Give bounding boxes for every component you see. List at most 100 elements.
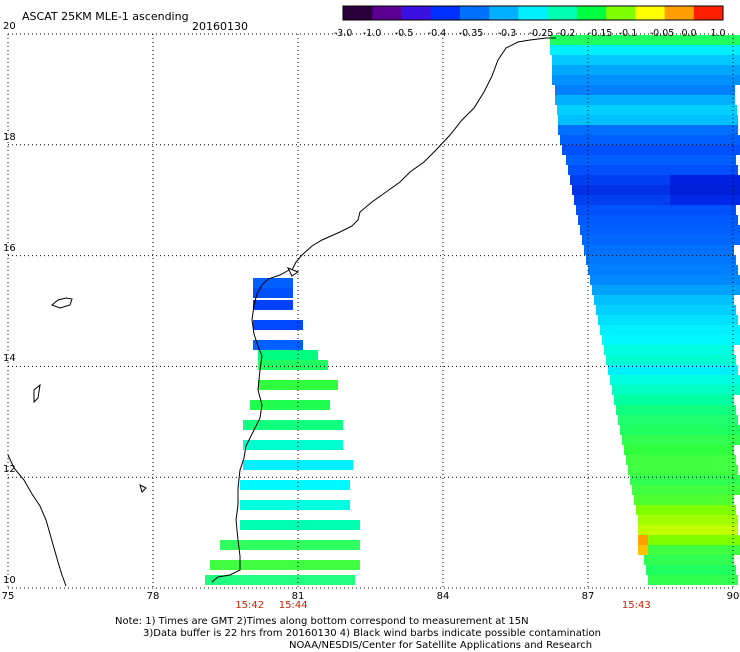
swath-cell	[670, 275, 680, 285]
swath-cell	[323, 460, 333, 470]
swath-cell	[576, 155, 586, 165]
swath-cell	[682, 75, 692, 85]
swath-cell	[688, 125, 698, 135]
swath-cell	[700, 535, 710, 545]
swath-cell	[668, 515, 678, 525]
swath-cell	[696, 205, 706, 215]
swath-cell	[293, 420, 303, 430]
swath-cell	[674, 345, 684, 355]
swath-cell	[330, 520, 340, 530]
swath-cell	[263, 278, 273, 288]
swath-cell	[680, 275, 690, 285]
swath-cell	[684, 245, 694, 255]
swath-cell	[578, 125, 588, 135]
swath-cell	[205, 575, 215, 585]
swath-cell	[714, 345, 724, 355]
swath-cell	[310, 400, 320, 410]
swath-cell	[670, 35, 680, 45]
swath-cell	[585, 85, 595, 95]
swath-cell	[670, 135, 680, 145]
colorbar-segment	[547, 6, 578, 20]
swath-cell	[570, 175, 580, 185]
swath-cell	[630, 35, 640, 45]
swath-cell	[632, 75, 642, 85]
swath-cell	[712, 335, 722, 345]
swath-cell	[682, 65, 692, 75]
swath-cell	[313, 440, 323, 450]
swath-cell	[220, 540, 230, 550]
swath-cell	[273, 288, 283, 298]
swath-cell	[656, 355, 666, 365]
swath-cell	[625, 95, 635, 105]
swath-cell	[636, 505, 646, 515]
swath-cell	[572, 145, 582, 155]
swath-cell	[716, 455, 726, 465]
swath-cell	[268, 360, 278, 370]
swath-cell	[260, 400, 270, 410]
longitude-label: 84	[436, 591, 450, 602]
swath-cell	[698, 115, 708, 125]
swath-cell	[648, 415, 658, 425]
swath-cell	[293, 320, 303, 330]
swath-cell	[630, 135, 640, 145]
note-line-2: 3)Data buffer is 22 hrs from 20160130 4)…	[143, 628, 601, 639]
swath-cell	[628, 465, 638, 475]
swath-cell	[652, 65, 662, 75]
swath-cell	[300, 500, 310, 510]
swath-cell	[600, 325, 610, 335]
swath-cell	[598, 315, 608, 325]
swath-cell	[648, 265, 658, 275]
swath-cell	[722, 145, 732, 155]
swath-cell	[710, 185, 720, 195]
swath-cell	[343, 460, 353, 470]
swath-cell	[706, 455, 716, 465]
swath-cell	[283, 300, 293, 310]
swath-cell	[560, 35, 570, 45]
swath-cell	[278, 350, 288, 360]
swath-cell	[610, 135, 620, 145]
swath-cell	[300, 480, 310, 490]
swath-cell	[702, 335, 712, 345]
india-west-coast	[7, 454, 67, 587]
swath-cell	[666, 455, 676, 465]
swath-cell	[655, 85, 665, 95]
colorbar-tick-label: -3.0	[333, 28, 353, 39]
swath-cell	[308, 350, 318, 360]
swath-cell	[606, 255, 616, 265]
swath-cell	[628, 365, 638, 375]
swath-cell	[320, 540, 330, 550]
swath-cell	[610, 325, 620, 335]
swath-cell	[678, 265, 688, 275]
colorbar-segment	[518, 6, 549, 20]
swath-cell	[610, 175, 620, 185]
swath-cell	[230, 560, 240, 570]
swath-cell	[688, 415, 698, 425]
note-line-1: Note: 1) Times are GMT 2)Times along bot…	[115, 616, 529, 627]
swath-cell	[660, 425, 670, 435]
swath-cell	[660, 135, 670, 145]
swath-cell	[662, 285, 672, 295]
swath-cell	[700, 45, 710, 55]
swath-cell	[682, 385, 692, 395]
swath-cell	[300, 560, 310, 570]
swath-cell	[654, 555, 664, 565]
swath-cell	[300, 540, 310, 550]
swath-cell	[730, 185, 740, 195]
swath-cell	[258, 360, 268, 370]
swath-cell	[730, 275, 740, 285]
swath-cell	[720, 375, 730, 385]
swath-cell	[668, 115, 678, 125]
swath-cell	[732, 75, 740, 85]
swath-cell	[626, 155, 636, 165]
swath-cell	[666, 405, 676, 415]
swath-cell	[694, 345, 704, 355]
swath-cell	[616, 205, 626, 215]
swath-cell	[654, 495, 664, 505]
swath-cell	[565, 95, 575, 105]
swath-cell	[638, 125, 648, 135]
swath-cell	[702, 65, 712, 75]
swath-cell	[632, 235, 642, 245]
swath-cell	[580, 35, 590, 45]
swath-cell	[638, 545, 648, 555]
swath-cell	[664, 345, 674, 355]
